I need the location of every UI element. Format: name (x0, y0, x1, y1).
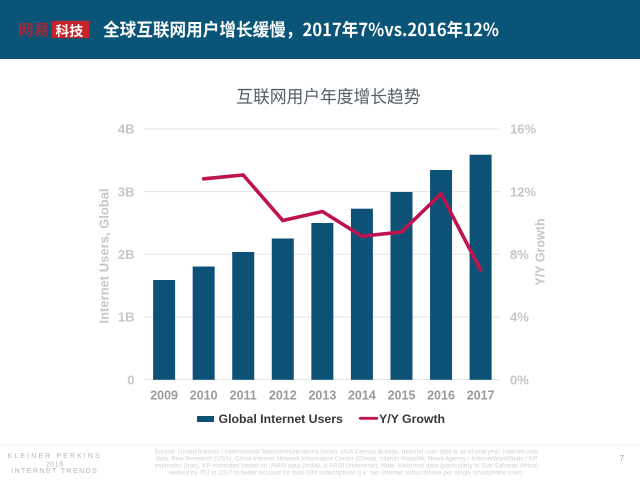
svg-text:2011: 2011 (230, 389, 257, 403)
svg-text:Y/Y Growth: Y/Y Growth (379, 412, 445, 426)
svg-text:3B: 3B (118, 184, 135, 199)
svg-text:8%: 8% (510, 247, 529, 262)
svg-text:0%: 0% (510, 372, 529, 387)
svg-text:data: Pew Research (USA), Chin: data: Pew Research (USA), China Internet… (155, 455, 537, 462)
svg-text:1B: 1B (118, 310, 135, 325)
svg-text:Source: United Nations / Inter: Source: United Nations / International T… (154, 448, 538, 455)
svg-text:12%: 12% (510, 184, 536, 199)
svg-text:2009: 2009 (150, 389, 178, 403)
svg-text:Y/Y Growth: Y/Y Growth (534, 218, 548, 285)
svg-text:2015: 2015 (388, 389, 416, 403)
svg-text:2016: 2016 (427, 389, 455, 403)
svg-text:2012: 2012 (269, 389, 297, 403)
svg-text:2B: 2B (118, 247, 135, 262)
svg-text:4B: 4B (118, 122, 135, 137)
svg-text:4%: 4% (510, 310, 529, 325)
svg-text:Global Internet Users: Global Internet Users (219, 412, 344, 426)
svg-text:16%: 16% (510, 122, 536, 137)
svg-text:revised by ITU in 2017 to bett: revised by ITU in 2017 to better account… (169, 469, 524, 476)
svg-text:INTERNET TRENDS: INTERNET TRENDS (11, 468, 98, 475)
svg-text:0: 0 (127, 372, 134, 387)
svg-text:7: 7 (620, 453, 625, 463)
svg-text:KLEINER PERKINS: KLEINER PERKINS (8, 453, 102, 460)
svg-text:Internet Users, Global: Internet Users, Global (96, 188, 111, 323)
svg-text:2018: 2018 (46, 461, 64, 468)
svg-text:2013: 2013 (308, 389, 336, 403)
svg-text:2014: 2014 (348, 389, 376, 403)
svg-text:2010: 2010 (190, 389, 218, 403)
svg-text:estimates (Iran). KP estimates: estimates (Iran). KP estimates based on … (155, 462, 538, 469)
svg-text:2017: 2017 (467, 389, 495, 403)
